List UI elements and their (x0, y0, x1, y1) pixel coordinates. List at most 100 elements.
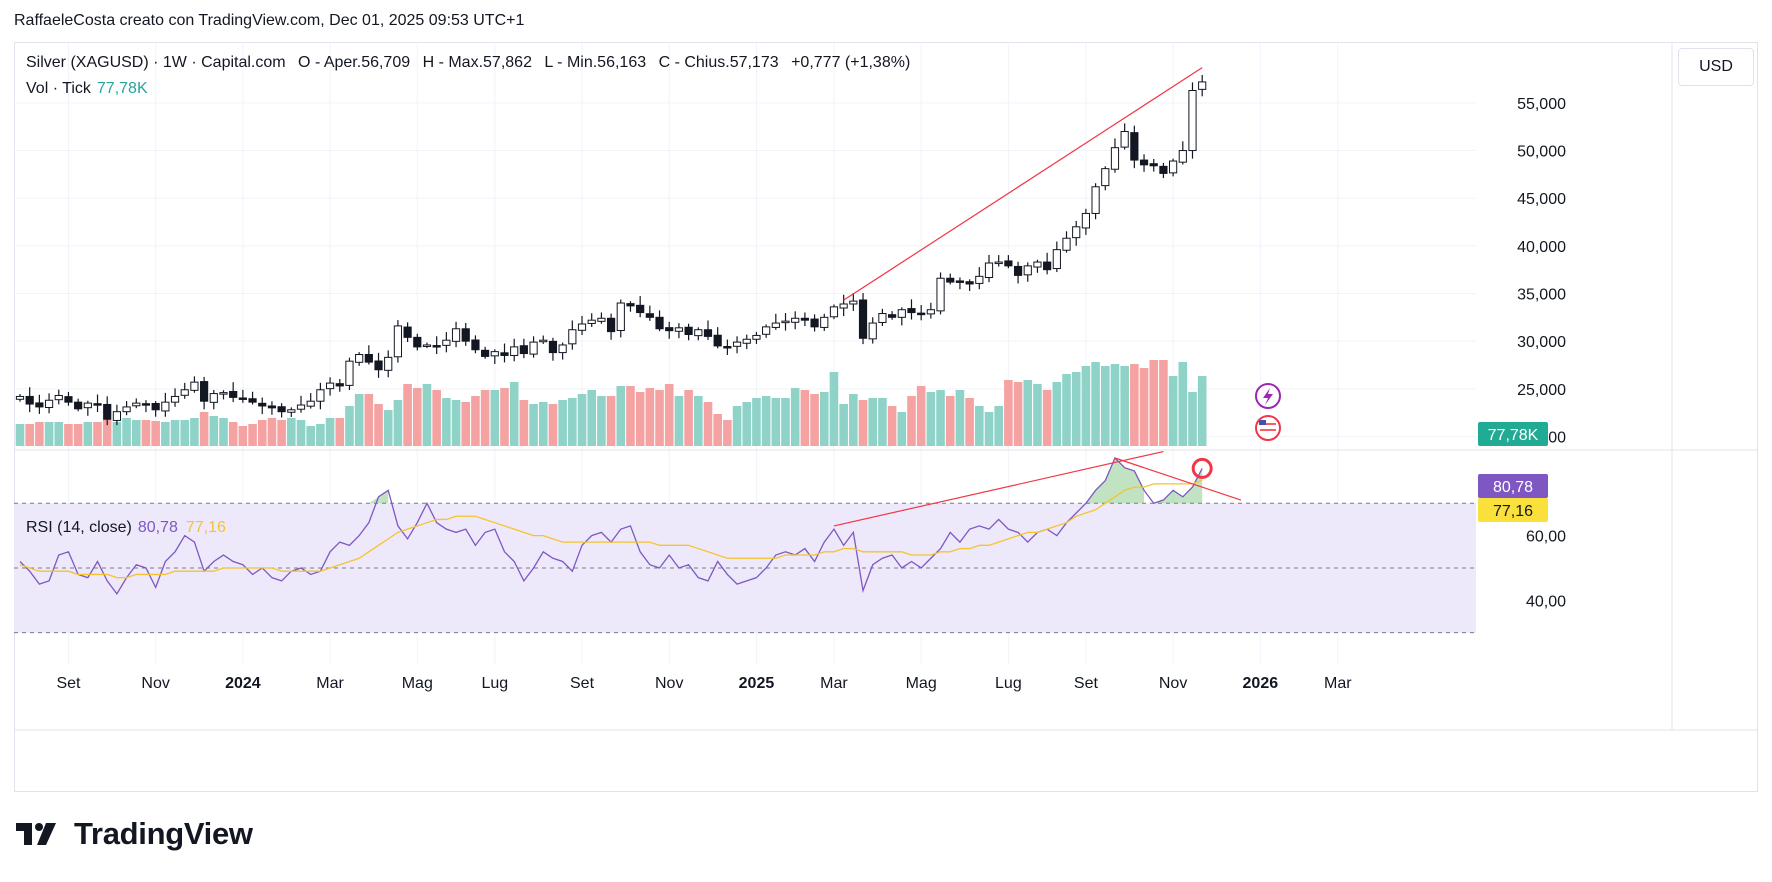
rsi-ma-badge-text: 77,16 (1493, 503, 1533, 520)
volume-bar (509, 382, 519, 446)
time-tick-label: Lug (481, 675, 508, 692)
volume-bar (122, 418, 131, 446)
volume-bar (1120, 366, 1129, 446)
volume-bar (228, 422, 238, 446)
candle-body (355, 354, 364, 363)
ohlc-open: O - Aper.56,709 (298, 54, 411, 71)
currency-button[interactable]: USD (1678, 48, 1754, 86)
candle-body (1178, 150, 1187, 163)
volume-bar (1178, 362, 1188, 446)
volume-bar (781, 398, 790, 446)
candle-body (180, 389, 189, 396)
candle-body (965, 281, 974, 285)
time-tick-label: 2024 (225, 675, 261, 692)
candle-body (771, 322, 780, 328)
rsi-ma-value: 77,16 (185, 519, 226, 536)
candle-body (393, 325, 403, 358)
volume-bar (1033, 384, 1042, 446)
candle-body (335, 383, 344, 387)
candle-body (868, 322, 877, 340)
volume-bar (248, 424, 257, 446)
candle-body (103, 403, 112, 420)
volume-bar (984, 412, 994, 446)
volume-bar (209, 416, 219, 446)
tradingview-logo[interactable]: TradingView (16, 816, 253, 852)
rsi-label[interactable]: RSI (14, close) (26, 519, 132, 536)
volume-legend: Vol · Tick 77,78K (26, 80, 148, 98)
symbol-legend: Silver (XAGUSD) · 1W · Capital.com O - A… (26, 54, 918, 72)
candle-body (190, 381, 199, 391)
candle-body (44, 399, 54, 408)
volume-bar (829, 372, 839, 446)
volume-bar (858, 400, 868, 446)
candle-body (238, 397, 247, 400)
candle-body (568, 329, 577, 345)
volume-bar (849, 394, 858, 446)
candle-body (742, 338, 751, 344)
rsi-trendline-up (833, 450, 1164, 527)
volume-bar (538, 402, 548, 446)
candle-body (839, 303, 848, 309)
volume-bar (112, 422, 122, 446)
time-tick-label: Mar (316, 675, 344, 692)
us-flag-event-icon[interactable] (1255, 415, 1281, 441)
candle-body (1033, 261, 1042, 268)
volume-badge-text: 77,78K (1488, 427, 1539, 444)
candle-body (132, 402, 141, 407)
candle-body (1081, 212, 1091, 229)
ohlc-low: L - Min.56,163 (544, 54, 647, 71)
candle-body (267, 405, 277, 409)
volume-bar (1159, 360, 1168, 446)
candle-body (655, 316, 664, 330)
volume-bar (161, 422, 170, 446)
candle-body (219, 392, 228, 395)
volume-bar (664, 384, 674, 446)
candle-body (471, 339, 480, 351)
volume-bar (800, 390, 810, 446)
time-tick-label: Nov (655, 675, 683, 692)
price-tick-label: 50,000 (1517, 144, 1566, 161)
volume-bar (83, 422, 93, 446)
chart-frame[interactable] (14, 42, 1758, 792)
volume-bar (442, 398, 451, 446)
price-trendline (843, 67, 1203, 301)
volume-bar (548, 404, 558, 446)
candle-body (1013, 265, 1023, 276)
volume-bar (635, 392, 645, 446)
volume-bar (383, 410, 393, 446)
candle-body (25, 395, 34, 405)
volume-bar (703, 402, 713, 446)
candle-body (384, 356, 393, 371)
candle-body (93, 403, 102, 406)
candle-body (481, 349, 490, 357)
price-tick-label: 55,000 (1517, 96, 1566, 113)
candle-body (1043, 261, 1052, 271)
volume-bar (723, 420, 732, 446)
time-tick-label: 2025 (739, 675, 775, 692)
volume-bar (1004, 380, 1013, 446)
volume-bar (267, 418, 277, 446)
time-tick-label: Set (56, 675, 81, 692)
volume-bar (170, 420, 180, 446)
time-tick-label: Set (1074, 675, 1099, 692)
candle-body (1120, 130, 1129, 148)
symbol-name[interactable]: Silver (XAGUSD) · 1W · Capital.com (26, 54, 286, 71)
volume-label[interactable]: Vol · Tick (26, 80, 91, 97)
rsi-badge: 80,78 (1478, 474, 1548, 498)
candle-body (1101, 168, 1110, 187)
candle-body (451, 328, 461, 342)
candle-body (374, 360, 383, 371)
volume-value: 77,78K (96, 80, 148, 97)
candle-body (122, 406, 131, 413)
rsi-ma-line (19, 479, 1203, 579)
volume-bar (141, 420, 151, 446)
volume-bar (916, 386, 926, 446)
candle-body (413, 336, 422, 348)
candle-body (529, 341, 538, 355)
volume-bar (752, 398, 761, 446)
volume-bar (839, 404, 848, 446)
candle-body (277, 406, 286, 413)
time-tick-label: Mag (402, 675, 433, 692)
candle-body (316, 389, 325, 402)
